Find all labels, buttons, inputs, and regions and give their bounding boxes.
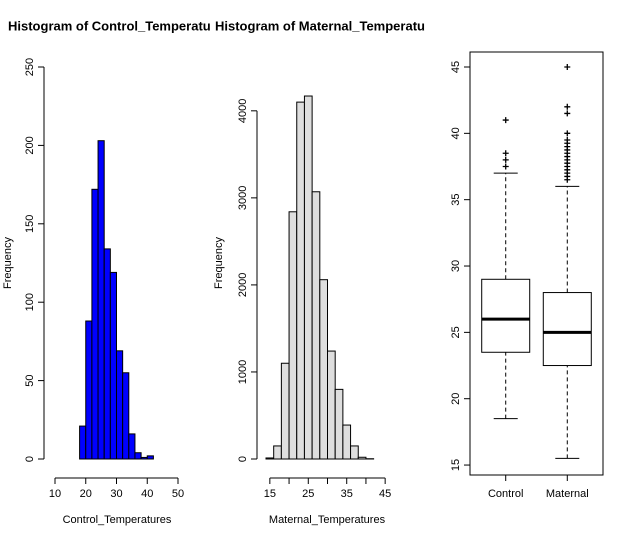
bar	[91, 188, 99, 460]
box	[481, 278, 531, 353]
x-tick-label: 35	[341, 488, 353, 500]
outlier	[502, 150, 509, 157]
y-tick-label: 0	[24, 456, 36, 462]
bar	[103, 248, 111, 460]
bar	[350, 445, 359, 460]
y-tick-label: 250	[24, 58, 36, 76]
x-tick-label: Control	[488, 488, 523, 500]
x-tick-label: 40	[141, 488, 153, 500]
x-tick-label: 30	[110, 488, 122, 500]
outlier	[564, 103, 571, 110]
bar	[280, 362, 290, 460]
x-tick-label: 50	[172, 488, 184, 500]
y-tick-label: 20	[450, 393, 462, 405]
y-tick-label: 3000	[237, 186, 249, 210]
bar	[327, 350, 336, 460]
y-tick-label: 1000	[237, 360, 249, 384]
x-axis-label: Maternal_Temperatures	[269, 514, 386, 526]
y-tick-label: 35	[450, 194, 462, 206]
y-axis-label: Frequency	[213, 237, 225, 289]
box	[542, 292, 592, 367]
bar	[85, 320, 93, 460]
bar	[146, 455, 154, 460]
bar	[128, 433, 136, 460]
y-tick-label: 2000	[237, 273, 249, 297]
x-tick-label: 20	[80, 488, 92, 500]
x-tick-label: 45	[379, 488, 391, 500]
bar	[273, 445, 282, 460]
x-tick-label: 25	[302, 488, 314, 500]
bar	[122, 372, 130, 460]
y-tick-label: 0	[237, 456, 249, 462]
outlier	[502, 163, 509, 170]
x-axis-label: Control_Temperatures	[63, 514, 172, 526]
bar	[116, 350, 124, 460]
x-tick-label: Maternal	[546, 488, 589, 500]
bar	[357, 456, 367, 460]
y-tick-label: 25	[450, 326, 462, 338]
outlier	[564, 63, 571, 70]
y-tick-label: 150	[24, 215, 36, 233]
bar	[342, 424, 352, 460]
y-tick-label: 4000	[237, 99, 249, 123]
y-tick-label: 40	[450, 127, 462, 139]
outlier	[564, 136, 571, 143]
y-axis-label: Frequency	[2, 237, 14, 289]
y-tick-label: 45	[450, 61, 462, 73]
y-tick-label: 100	[24, 293, 36, 311]
bar	[319, 279, 328, 460]
x-tick-label: 15	[264, 488, 276, 500]
bar	[97, 140, 105, 460]
bar	[296, 101, 305, 460]
bar	[334, 388, 344, 460]
y-tick-label: 50	[24, 374, 36, 386]
y-tick-label: 30	[450, 260, 462, 272]
bar	[265, 457, 275, 460]
outlier	[502, 156, 509, 163]
outlier	[502, 117, 509, 124]
bar	[303, 95, 313, 460]
plot-frame	[469, 51, 604, 476]
bar	[288, 211, 298, 460]
y-tick-label: 200	[24, 136, 36, 154]
bar	[109, 271, 117, 460]
outlier	[564, 110, 571, 117]
bar	[79, 425, 87, 460]
panel-title: Histogram of Maternal_Temperatu	[215, 18, 425, 33]
y-tick-label: 15	[450, 459, 462, 471]
bar	[311, 191, 321, 460]
outlier	[564, 130, 571, 137]
panel-title: Histogram of Control_Temperatu	[8, 18, 211, 33]
bar	[134, 452, 142, 460]
x-tick-label: 10	[49, 488, 61, 500]
bar	[140, 456, 148, 460]
